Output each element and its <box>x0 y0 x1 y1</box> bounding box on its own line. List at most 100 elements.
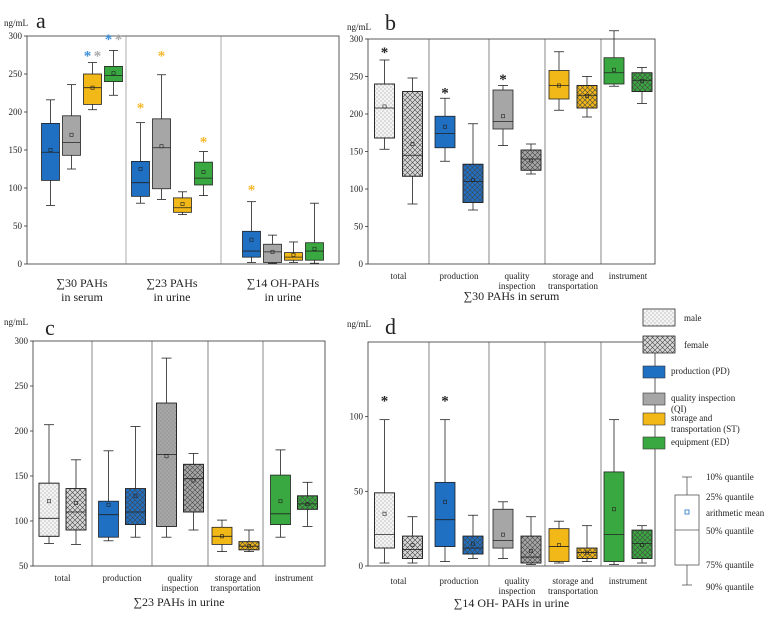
y-tick-label: 200 <box>15 426 29 436</box>
category-label: in urine <box>265 290 302 304</box>
mean-marker <box>612 507 616 512</box>
box-b-g2-b0 <box>492 85 514 146</box>
significance-star: * <box>499 72 507 88</box>
mean-marker <box>640 79 644 83</box>
box-pattern <box>65 488 87 531</box>
box-body <box>131 160 150 197</box>
mean-marker <box>585 550 589 555</box>
box-pattern <box>183 463 204 513</box>
legend-label: storage and <box>671 413 713 423</box>
legend-label: quality inspection <box>671 393 736 403</box>
mean-marker <box>557 83 561 88</box>
mean-marker <box>382 511 387 516</box>
significance-star: * <box>137 100 145 116</box>
box-a-g1-b2 <box>173 191 192 216</box>
box-body <box>242 230 261 258</box>
category-label: quality <box>168 573 193 583</box>
box-c-g0-b0 <box>38 424 60 544</box>
y-tick-label: 150 <box>15 471 29 481</box>
box-body <box>603 57 625 85</box>
category-label: total <box>55 573 71 583</box>
box-body <box>104 66 123 83</box>
box-pattern <box>462 163 484 203</box>
box-d-g2-b1 <box>520 516 542 565</box>
box-d-g2-b0 <box>492 501 514 559</box>
box-b-g3-b1 <box>576 76 598 118</box>
box-body <box>98 500 119 538</box>
y-tick-label: 0 <box>359 561 364 571</box>
y-tick-label: 250 <box>15 381 29 391</box>
category-label: production <box>440 271 479 281</box>
category-label: inspection <box>499 281 536 291</box>
panel-letter: d <box>385 314 396 339</box>
y-tick-label: 100 <box>350 412 364 422</box>
y-tick-label: 100 <box>350 184 364 194</box>
box-body <box>434 481 456 547</box>
y-unit-label: ng/mL <box>347 319 371 329</box>
category-label: total <box>391 576 407 586</box>
mean-marker <box>111 71 116 76</box>
y-tick-label: 300 <box>350 34 364 44</box>
category-label: quality <box>505 576 530 586</box>
category-label: instrument <box>609 576 648 586</box>
panel-letter: c <box>45 315 55 340</box>
box-body <box>62 115 81 156</box>
mean-marker <box>501 114 505 119</box>
legend-swatch <box>642 392 666 406</box>
mean-marker <box>410 543 415 547</box>
y-tick-label: 100 <box>9 183 23 193</box>
category-label: storage and <box>215 573 257 583</box>
box-a-g2-b0 <box>242 201 261 263</box>
y-tick-label: 250 <box>9 69 23 79</box>
box-b-g4-b1 <box>631 67 653 104</box>
x-axis-title: ∑30 PAHs in serum <box>464 289 560 303</box>
mean-marker <box>443 124 447 129</box>
category-label: production <box>103 573 142 583</box>
x-axis-title: ∑14 OH- PAHs in urine <box>454 596 569 610</box>
mean-marker <box>501 532 505 537</box>
box-a-g2-b2 <box>284 241 303 263</box>
box-body <box>152 118 171 190</box>
category-label: in urine <box>154 290 191 304</box>
box-b-g0-b1 <box>402 77 423 205</box>
y-tick-label: 0 <box>18 259 23 269</box>
box-a-g0-b1 <box>62 84 81 170</box>
panel-letter: a <box>36 8 46 33</box>
legend-swatch <box>642 365 666 379</box>
mean-marker <box>201 170 206 174</box>
significance-star: * <box>381 393 389 409</box>
mean-marker <box>640 543 644 547</box>
box-pattern <box>374 83 395 139</box>
significance-star: * <box>84 49 92 65</box>
panel-c: c ng/mL 50 100 150 200 250 300 total production qu… <box>4 315 326 609</box>
mean-marker <box>305 501 310 506</box>
box-a-g1-b3 <box>194 151 213 197</box>
box-d-g0-b0 <box>374 419 395 564</box>
y-tick-label: 100 <box>15 516 29 526</box>
box-a-g2-b1 <box>263 234 282 264</box>
box-pattern <box>402 91 423 177</box>
box-c-g3-b1 <box>238 529 260 552</box>
box-key-label: 90% quantile <box>706 582 754 592</box>
box-key: 10% quantile 25% quantile arithmetic mean 5… <box>674 472 765 592</box>
category-label: production <box>440 576 479 586</box>
significance-star: * <box>381 45 389 61</box>
box-a-g1-b1 <box>152 74 171 200</box>
mean-marker <box>220 534 224 539</box>
box-body <box>173 197 192 213</box>
box-a-g0-b0 <box>41 99 60 206</box>
mean-marker <box>557 543 561 547</box>
category-label: ∑30 PAHs <box>56 276 107 290</box>
mean-marker <box>410 142 415 146</box>
mean-marker <box>471 178 475 182</box>
mean-marker <box>471 541 475 546</box>
box-pattern <box>238 541 260 551</box>
category-label: inspection <box>499 586 536 596</box>
legend-label: male <box>684 313 702 323</box>
box-body <box>548 70 570 100</box>
box-key-label: 25% quantile <box>706 492 754 502</box>
y-tick-label: 200 <box>9 107 23 117</box>
y-tick-label: 150 <box>9 145 23 155</box>
box-pattern <box>125 488 146 526</box>
mean-marker <box>585 94 589 98</box>
